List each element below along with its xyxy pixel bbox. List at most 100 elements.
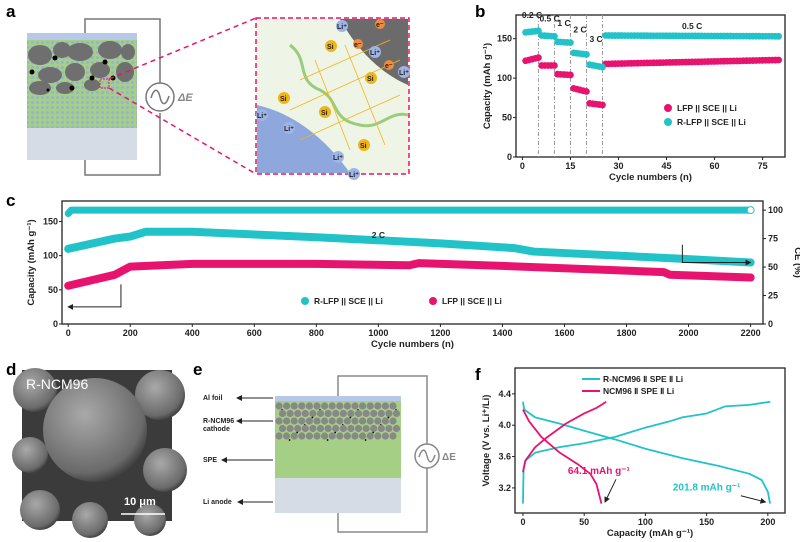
si-node: Si: [360, 143, 367, 150]
annotation-arrow: [604, 479, 617, 503]
cathode-particle: [389, 432, 397, 440]
rate-label: 2 C: [372, 230, 385, 240]
cathode-particle: [366, 402, 374, 410]
cathode-particle: [343, 432, 351, 440]
carbon-dot: [387, 416, 390, 419]
layer-label-cathode-2: cathode: [203, 426, 230, 433]
data-point: [551, 32, 558, 40]
carbon-dot: [296, 431, 299, 434]
y-tick-label: 4.4: [498, 389, 511, 399]
cathode-particle: [321, 402, 329, 410]
cathode-particle: [321, 417, 329, 425]
plot-frame: [514, 367, 786, 514]
x-tick-label: 30: [613, 161, 623, 171]
cathode-particle: [301, 424, 309, 433]
cathode-particle: [374, 417, 382, 425]
si-node: Si: [280, 96, 287, 103]
cathode-particle: [359, 402, 367, 410]
cathode-particle: [324, 409, 332, 418]
discharge-curve: [522, 409, 603, 504]
cathode-particle: [377, 409, 385, 418]
data-point: [583, 51, 590, 58]
cathode-particle: [316, 424, 325, 433]
circuit-wire: [337, 375, 428, 533]
x-tick-label: 45: [662, 161, 672, 171]
li-ion: Li⁺: [349, 172, 359, 179]
li-ion: Li⁺: [284, 126, 294, 133]
y-tick-label: 150: [43, 217, 58, 227]
y-tick-label: 0: [507, 152, 512, 162]
sine-wave-icon: [150, 89, 170, 105]
x-tick-label: 60: [710, 161, 720, 171]
cathode-particle: [309, 424, 317, 433]
cathode-particle: [374, 402, 382, 410]
panel-label-f: f: [475, 365, 481, 384]
legend-label: LFP || SCE || Li: [442, 296, 502, 306]
x-tick-label: 600: [247, 328, 262, 338]
cathode-particle: [328, 432, 336, 440]
legend-marker: [664, 118, 672, 126]
cathode-particle: [343, 402, 351, 410]
li-ion: Li⁺: [399, 70, 409, 77]
rate-label: 1 C: [557, 18, 570, 28]
cathode-particle: [286, 424, 294, 433]
si-network: [289, 39, 401, 151]
cathode-particle: [336, 402, 344, 410]
y-right-tick-label: 100: [768, 205, 783, 215]
data-point: [583, 88, 590, 95]
rate-label: 0.2 C: [522, 10, 542, 20]
cathode-particle: [332, 409, 340, 418]
x-tick-label: 1000: [368, 328, 388, 338]
cathode-particle: [336, 417, 344, 425]
capacity-annotation: 201.8 mAh g⁻¹: [673, 482, 741, 493]
cathode-particle: [305, 417, 313, 425]
layer-label-spe: SPE: [203, 457, 217, 464]
cathode-particle: [298, 432, 306, 440]
si-node: Si: [321, 110, 328, 117]
cathode-particle: [328, 417, 336, 425]
cathode-particle: [354, 424, 363, 433]
cathode-particle: [385, 424, 393, 433]
x-tick-label: 150: [699, 517, 714, 527]
current-collector: [27, 33, 137, 40]
data-point: [567, 71, 574, 79]
x-tick-label: 75: [758, 161, 768, 171]
panel-label-a: a: [6, 2, 16, 21]
panel-label-e: e: [193, 360, 202, 379]
cathode-particle: [339, 409, 347, 418]
polymer-chain: [289, 43, 409, 128]
cathode-particle: [347, 424, 355, 433]
y-tick-label: 0: [53, 319, 58, 329]
panel-e: e ΔE Al foil R-NCM96 cathode SPE Li anod…: [193, 360, 456, 533]
li-ion: Li⁺: [257, 113, 267, 120]
panel-label-b: b: [475, 2, 485, 21]
circuit-wire: [84, 18, 161, 176]
cathode-particle: [359, 417, 367, 425]
rate-label: 0.5 C: [682, 21, 702, 31]
cathode-particle: [366, 417, 374, 425]
panel-a: a ΔE Li⁺ Li⁺ Li⁺ Li⁺ Li⁺ Li⁺: [6, 2, 410, 180]
cathode-particle: [351, 402, 359, 410]
anode-region: [257, 105, 350, 173]
x-tick-label: 200: [760, 517, 775, 527]
carbon-dot: [349, 416, 352, 419]
y-tick-label: 100: [43, 251, 58, 261]
cathode-particle: [275, 402, 283, 410]
y-right-tick-label: 0: [768, 319, 773, 329]
electron: e⁻: [376, 22, 384, 29]
end-marker: [746, 273, 755, 282]
chart-f-voltage-profiles: f 0 50 100 150 200 3.2 3.6 4.0 4.4 Capacity (mAh …: [475, 365, 786, 539]
y-right-tick-label: 25: [768, 291, 778, 301]
rate-label: 0.5 C: [539, 13, 559, 23]
y-tick-label: 50: [502, 113, 512, 123]
data-point: [599, 63, 606, 71]
data-point: [775, 56, 782, 64]
cathode-particle: [290, 432, 298, 440]
charge-curve: [522, 400, 607, 473]
cathode-particle: [313, 402, 321, 410]
ion-labels: Li⁺ Li⁺ Li⁺ Li⁺ Li⁺ Li⁺ Li⁺ e⁻ e⁻ e⁻ Si …: [256, 19, 410, 180]
y-right-axis-label: CE (%): [792, 247, 800, 278]
carbon-dot: [372, 431, 375, 434]
cathode-particle: [362, 424, 370, 433]
rate-label: 2 C: [573, 24, 586, 34]
